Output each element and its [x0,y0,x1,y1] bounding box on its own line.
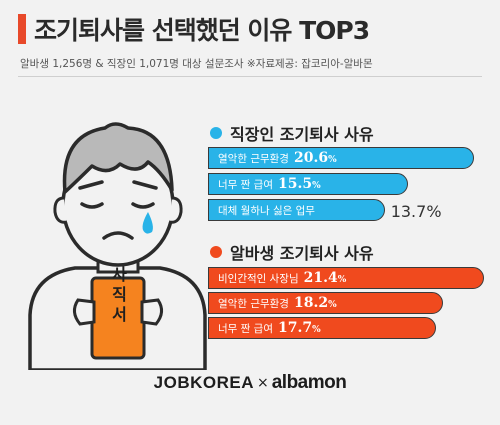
bar-value-label: 15.5% [277,176,321,192]
parttimer-dot-icon [210,246,222,258]
worker-section-heading: 직장인 조기퇴사 사유 [210,121,374,145]
bar-value-label: 18.2% [293,295,337,311]
albamon-logo: albamon [271,372,347,393]
worker-bar-3: 대체 월하나 싫은 업무 [208,199,385,221]
bar-value-unit: % [337,275,347,285]
sad-worker-illustration: 사직서 [28,122,207,370]
partner-logo: JOBKOREA × albamon [0,372,500,394]
parttimer-section-heading: 알바생 조기퇴사 사유 [210,240,374,264]
bar-value-label: 17.7% [277,320,321,336]
title-accent-bar [18,14,26,44]
bar-value-label: 20.6% [293,150,337,166]
resignation-letter-text: 사직서 [109,266,128,326]
divider [18,76,482,77]
bar-value-label: 13.7% [390,202,442,221]
bar-value-unit: % [328,155,337,165]
bar-value-unit: % [312,181,321,191]
bar-value-unit: % [312,325,321,335]
worker-bar-1: 열악한 근무환경 20.6% [208,147,474,169]
bar-value-label: 21.4% [303,270,347,286]
worker-dot-icon [210,127,222,139]
bar-value-unit: % [426,202,442,221]
bar-category-label: 열악한 근무환경 [218,297,289,310]
parttimer-bar-3: 너무 짠 급여 17.7% [208,317,437,339]
jobkorea-logo: JOBKOREA [153,373,254,392]
bar-category-label: 너무 짠 급여 [218,178,273,191]
bar-value-unit: % [328,300,337,310]
bar-category-label: 비인간적인 사장님 [218,272,299,285]
parttimer-bar-2: 열악한 근무환경 18.2% [208,292,443,314]
bar-category-label: 열악한 근무환경 [218,152,289,165]
parttimer-bar-1: 비인간적인 사장님 21.4% [208,267,484,289]
bar-category-label: 대체 월하나 싫은 업무 [218,204,315,217]
logo-separator: × [257,375,269,391]
page-subtitle: 알바생 1,256명 & 직장인 1,071명 대상 설문조사 ※자료제공: 잡… [20,58,373,70]
worker-section-title: 직장인 조기퇴사 사유 [230,125,374,144]
worker-bar-2: 너무 짠 급여 15.5% [208,173,408,195]
parttimer-section-title: 알바생 조기퇴사 사유 [230,244,374,263]
page-title: 조기퇴사를 선택했던 이유 TOP3 [34,16,370,45]
bar-category-label: 너무 짠 급여 [218,322,273,335]
